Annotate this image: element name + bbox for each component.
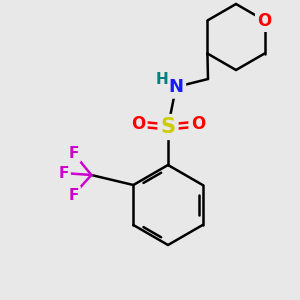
Text: S: S (160, 117, 175, 137)
Text: O: O (131, 115, 145, 133)
Text: O: O (257, 11, 272, 29)
Text: H: H (156, 73, 168, 88)
Text: O: O (191, 115, 205, 133)
Text: F: F (58, 166, 68, 181)
Text: F: F (68, 146, 79, 160)
Text: N: N (169, 78, 184, 96)
Text: F: F (68, 188, 79, 202)
